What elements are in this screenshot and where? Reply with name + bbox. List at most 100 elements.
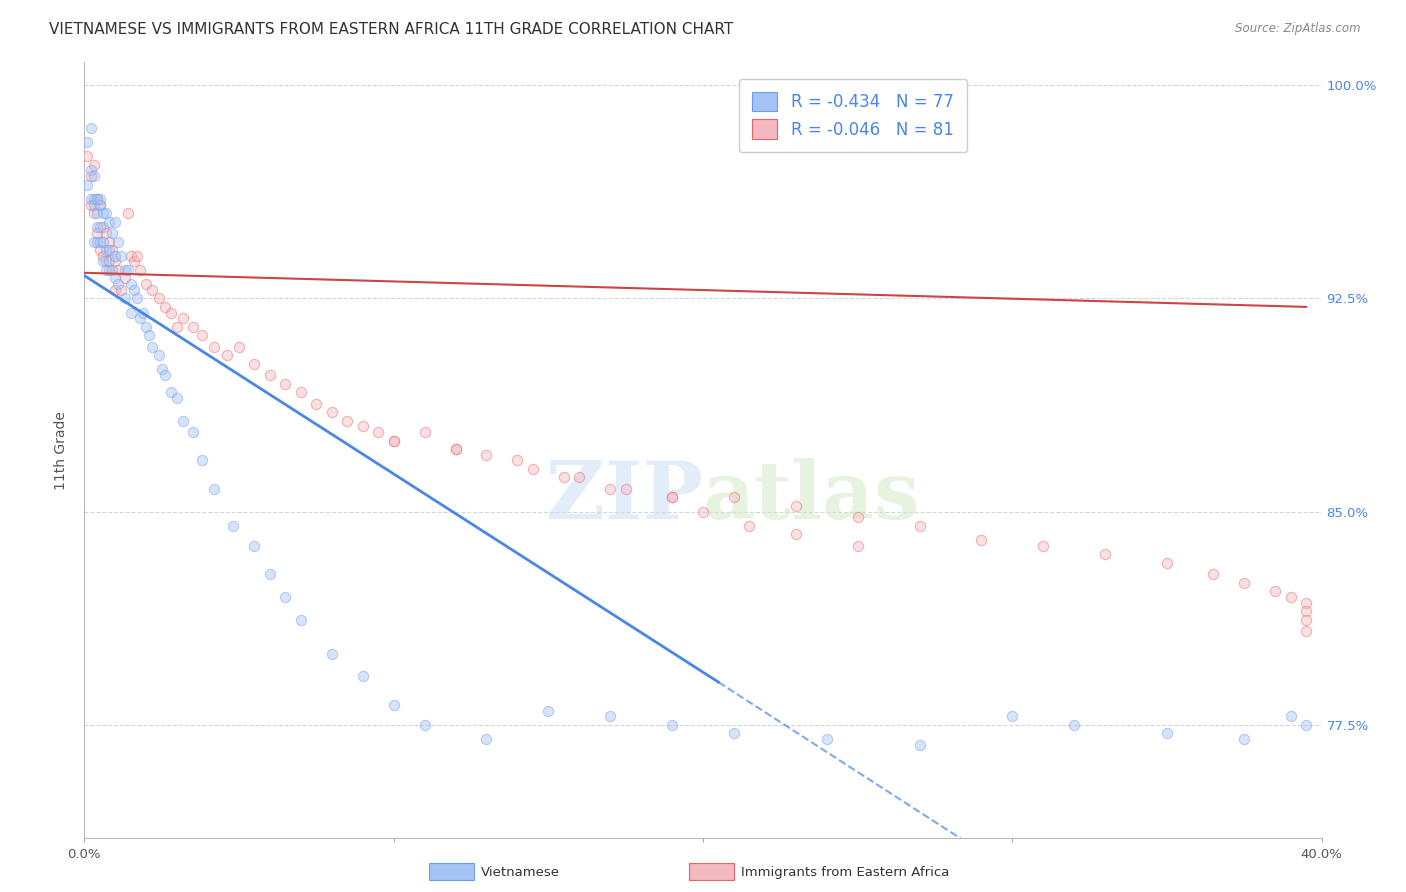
Point bbox=[86, 220, 108, 235]
Point bbox=[413, 425, 436, 439]
Text: Immigrants from Eastern Africa: Immigrants from Eastern Africa bbox=[741, 866, 949, 879]
Point bbox=[107, 277, 129, 292]
Point bbox=[191, 453, 214, 467]
Point bbox=[1295, 604, 1317, 618]
Point bbox=[1233, 575, 1256, 590]
Point bbox=[222, 518, 245, 533]
Text: atlas: atlas bbox=[703, 458, 921, 536]
Point bbox=[89, 243, 111, 257]
Point bbox=[98, 235, 121, 249]
Point bbox=[91, 249, 114, 263]
Point bbox=[138, 328, 160, 343]
Point bbox=[692, 505, 714, 519]
Point bbox=[86, 192, 108, 206]
Point bbox=[148, 348, 170, 362]
Point bbox=[661, 491, 683, 505]
Point bbox=[117, 206, 139, 220]
Point bbox=[79, 197, 101, 211]
Point bbox=[110, 249, 132, 263]
Point bbox=[970, 533, 993, 547]
Point bbox=[1233, 731, 1256, 746]
Point bbox=[166, 391, 188, 405]
Text: VIETNAMESE VS IMMIGRANTS FROM EASTERN AFRICA 11TH GRADE CORRELATION CHART: VIETNAMESE VS IMMIGRANTS FROM EASTERN AF… bbox=[49, 22, 734, 37]
Point bbox=[1295, 718, 1317, 732]
Point bbox=[444, 442, 467, 456]
Point bbox=[104, 271, 127, 285]
Point bbox=[135, 277, 157, 292]
Point bbox=[98, 263, 121, 277]
Point bbox=[336, 414, 359, 428]
Point bbox=[83, 197, 105, 211]
Point bbox=[290, 613, 312, 627]
Point bbox=[91, 235, 114, 249]
Point bbox=[86, 235, 108, 249]
Point bbox=[191, 328, 214, 343]
Point bbox=[86, 192, 108, 206]
Point bbox=[202, 340, 225, 354]
Point bbox=[215, 348, 238, 362]
Point bbox=[1156, 726, 1178, 740]
Point bbox=[83, 206, 105, 220]
Point bbox=[101, 226, 124, 240]
Point bbox=[274, 590, 297, 604]
Point bbox=[1156, 556, 1178, 570]
Point bbox=[98, 214, 121, 228]
Point bbox=[104, 214, 127, 228]
Point bbox=[321, 405, 343, 419]
Point bbox=[107, 263, 129, 277]
Point bbox=[321, 647, 343, 661]
Point bbox=[120, 305, 142, 319]
Point bbox=[114, 263, 136, 277]
Point bbox=[125, 249, 148, 263]
Point bbox=[1279, 709, 1302, 723]
Point bbox=[259, 368, 281, 383]
Point bbox=[153, 368, 176, 383]
Legend: R = -0.434   N = 77, R = -0.046   N = 81: R = -0.434 N = 77, R = -0.046 N = 81 bbox=[740, 78, 967, 152]
Point bbox=[79, 120, 101, 135]
Point bbox=[83, 192, 105, 206]
Point bbox=[1202, 567, 1225, 582]
Point bbox=[91, 220, 114, 235]
Point bbox=[83, 169, 105, 183]
Point bbox=[274, 376, 297, 391]
Point bbox=[110, 283, 132, 297]
Point bbox=[79, 169, 101, 183]
Point bbox=[94, 243, 117, 257]
Point bbox=[122, 283, 145, 297]
Point bbox=[150, 362, 173, 376]
Point bbox=[661, 491, 683, 505]
Point bbox=[76, 178, 98, 192]
Point bbox=[522, 462, 544, 476]
Point bbox=[202, 482, 225, 496]
Point bbox=[94, 226, 117, 240]
Point bbox=[114, 271, 136, 285]
Point bbox=[382, 698, 405, 712]
Point bbox=[101, 263, 124, 277]
Point bbox=[89, 235, 111, 249]
Point bbox=[89, 220, 111, 235]
Point bbox=[599, 482, 621, 496]
Point bbox=[86, 226, 108, 240]
Point bbox=[104, 249, 127, 263]
Point bbox=[815, 731, 838, 746]
Point bbox=[413, 718, 436, 732]
Point bbox=[1295, 595, 1317, 609]
Point bbox=[79, 192, 101, 206]
Point bbox=[160, 305, 183, 319]
Point bbox=[107, 235, 129, 249]
Point bbox=[352, 419, 374, 434]
Point bbox=[166, 319, 188, 334]
Point bbox=[153, 300, 176, 314]
Point bbox=[89, 197, 111, 211]
Point bbox=[382, 434, 405, 448]
Point bbox=[132, 305, 155, 319]
Point bbox=[290, 385, 312, 400]
Point bbox=[86, 206, 108, 220]
Point bbox=[1063, 718, 1085, 732]
Point bbox=[76, 135, 98, 149]
Point bbox=[846, 510, 869, 524]
Point bbox=[1001, 709, 1024, 723]
Point bbox=[120, 249, 142, 263]
Point bbox=[723, 491, 745, 505]
Point bbox=[723, 726, 745, 740]
